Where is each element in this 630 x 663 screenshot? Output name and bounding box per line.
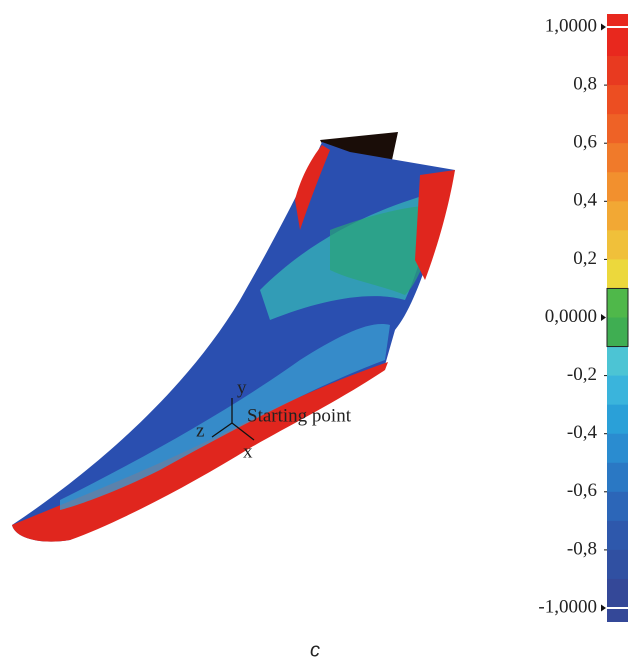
colorbar-band bbox=[607, 172, 628, 202]
colorbar-band bbox=[607, 143, 628, 173]
colorbar-band bbox=[607, 27, 628, 57]
colorbar-label: 0,8 bbox=[573, 73, 597, 94]
axis-label: z bbox=[196, 420, 204, 441]
axis-line bbox=[231, 422, 255, 441]
colorbar-band bbox=[607, 259, 628, 289]
caption: c bbox=[310, 639, 320, 661]
axis-label: x bbox=[243, 441, 253, 462]
colorbar-label: 0,2 bbox=[573, 248, 597, 269]
colorbar-band bbox=[607, 317, 628, 348]
contour-cyan bbox=[60, 324, 390, 510]
colorbar-frame bbox=[606, 287, 629, 348]
colorbar-band bbox=[607, 491, 628, 522]
blade-surface bbox=[12, 142, 455, 542]
colorbar-label: -0,8 bbox=[567, 538, 597, 559]
colorbar-band bbox=[607, 433, 628, 464]
colorbar-cap bbox=[607, 608, 628, 622]
colorbar-band bbox=[607, 404, 628, 435]
annotation: Starting point bbox=[247, 405, 352, 426]
colorbar-label: -0,2 bbox=[567, 364, 597, 385]
colorbar-band bbox=[607, 230, 628, 260]
colorbar-band bbox=[607, 288, 628, 318]
colorbar-band bbox=[607, 85, 628, 115]
axis-triad bbox=[211, 398, 255, 441]
colorbar-band bbox=[607, 520, 628, 551]
colorbar-band bbox=[607, 578, 628, 609]
colorbar-arrow bbox=[601, 314, 606, 321]
colorbar: 1,0000 0,8 0,6 0,4 0,2 0,0000 -0,2 -0,4 -0,6 -0,8… bbox=[538, 14, 629, 622]
contour-red bbox=[12, 362, 388, 542]
blade-render bbox=[12, 132, 455, 542]
colorbar-label: -0,6 bbox=[567, 480, 597, 501]
colorbar-band bbox=[607, 375, 628, 406]
colorbar-cap bbox=[607, 14, 628, 27]
colorbar-band bbox=[607, 114, 628, 144]
colorbar-label: -0,4 bbox=[567, 422, 598, 443]
colorbar-arrow bbox=[601, 604, 606, 612]
colorbar-band bbox=[607, 56, 628, 86]
colorbar-label: -1,0000 bbox=[538, 596, 597, 617]
axis-line bbox=[211, 422, 233, 438]
contour-edge bbox=[415, 170, 455, 280]
colorbar-label: 0,6 bbox=[573, 132, 597, 153]
colorbar-band bbox=[607, 462, 628, 493]
colorbar-arrow bbox=[601, 23, 606, 31]
colorbar-label: 0,4 bbox=[573, 190, 597, 211]
contour-edge bbox=[295, 145, 330, 230]
contour-green bbox=[330, 205, 440, 295]
colorbar-label: 1,0000 bbox=[545, 15, 597, 36]
axis-label: y bbox=[237, 377, 247, 398]
colorbar-label: 0,0000 bbox=[545, 306, 597, 327]
colorbar-band bbox=[607, 201, 628, 231]
colorbar-band bbox=[607, 346, 628, 377]
colorbar-band bbox=[607, 549, 628, 580]
